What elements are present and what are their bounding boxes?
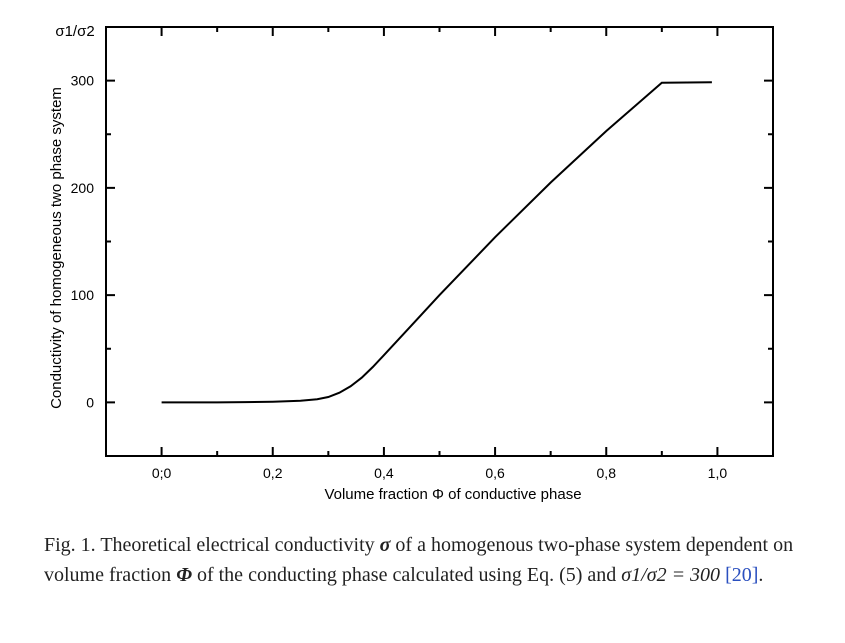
caption-part-3: of the conducting phase calculated using… (196, 564, 617, 586)
caption-symbol-phi: Φ (176, 564, 192, 586)
conductivity-curve (161, 81, 712, 404)
tick-labels: 0;0 0,2 0,4 0,6 0,8 1,0 0 100 200 300 (71, 73, 728, 481)
conductivity-chart: 0;0 0,2 0,4 0,6 0,8 1,0 0 100 200 300 Volume frac… (48, 23, 774, 503)
caption-symbol-sigma: σ (379, 534, 391, 556)
axis-ticks (106, 26, 773, 457)
x-tick-label: 0;0 (152, 465, 172, 481)
x-tick-label: 0,2 (263, 465, 283, 481)
caption-part-2: of a homogenous two-phase system depende… (44, 534, 794, 586)
x-tick-label: 0,6 (485, 465, 505, 481)
y-tick-label: 100 (71, 287, 95, 303)
y-tick-label: 0 (86, 394, 94, 410)
caption-prefix: Fig. 1. Theoretical electrical conductiv… (44, 534, 375, 556)
plot-frame (105, 26, 774, 457)
x-tick-label: 0,8 (597, 465, 617, 481)
y-tick-label: 300 (71, 73, 95, 89)
x-tick-label: 1,0 (708, 465, 728, 481)
caption-end: . (758, 564, 764, 586)
y-axis-label: Conductivity of homogeneous two phase sy… (48, 87, 65, 409)
y-axis-unit-label: σ1/σ2 (55, 23, 94, 40)
figure-caption: Fig. 1. Theoretical electrical conductiv… (44, 530, 804, 590)
x-axis-label: Volume fraction Φ of conductive phase (324, 486, 581, 503)
caption-ratio: σ1/σ2 = 300 (621, 564, 721, 586)
y-tick-label: 200 (71, 180, 95, 196)
x-tick-label: 0,4 (374, 465, 394, 481)
chart-canvas: 0;0 0,2 0,4 0,6 0,8 1,0 0 100 200 300 Volume frac… (48, 23, 774, 503)
caption-reference-link[interactable]: [20] (725, 564, 759, 586)
